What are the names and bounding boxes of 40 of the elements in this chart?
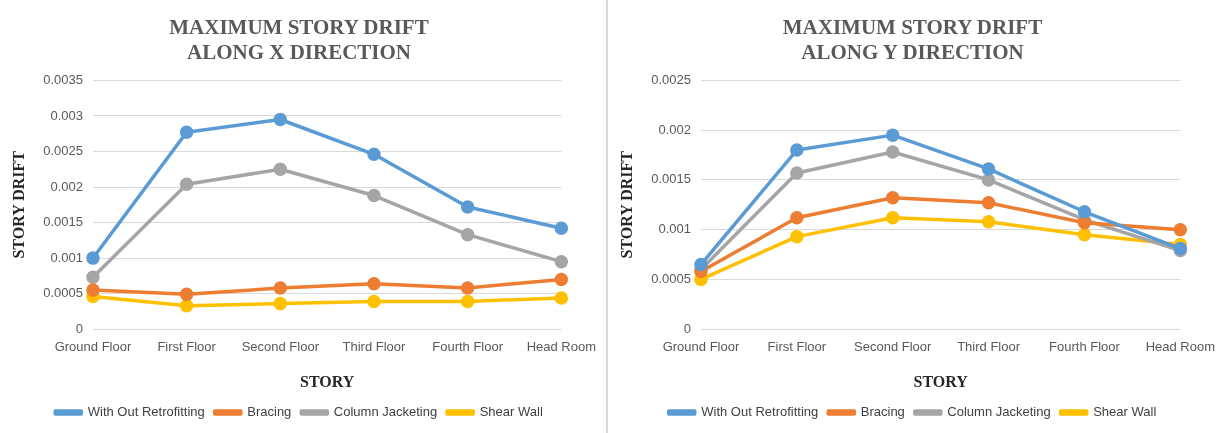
y-tick-label: 0.0015 <box>43 214 83 230</box>
x-tick-label: Third Floor <box>957 338 1021 354</box>
x-tick-label: Fourth Floor <box>432 338 504 354</box>
y-tick-label: 0.003 <box>50 107 83 123</box>
x-tick-label: Fourth Floor <box>1049 338 1121 354</box>
legend-label: Column Jacketing <box>947 404 1051 420</box>
y-axis-title: STORY DRIFT <box>9 150 27 259</box>
x-tick-label: Head Room <box>526 338 596 354</box>
y-axis-title: STORY DRIFT <box>617 150 635 259</box>
y-tick-label: 0.0005 <box>43 285 83 301</box>
y-tick-label: 0.002 <box>50 178 83 194</box>
y-tick-label: 0.0005 <box>651 271 691 287</box>
y-tick-label: 0.0025 <box>651 71 691 87</box>
legend-label: Bracing <box>247 404 292 420</box>
x-axis-title: STORY <box>913 372 969 390</box>
x-tick-label: Second Floor <box>854 338 933 354</box>
x-tick-label: Second Floor <box>241 338 320 354</box>
y-tick-label: 0.001 <box>658 221 691 237</box>
x-tick-label: Third Floor <box>342 338 407 354</box>
x-tick-label: First Floor <box>767 338 827 354</box>
legend-label: Shear Wall <box>1093 404 1157 420</box>
x-tick-label: First Floor <box>157 338 217 354</box>
legend-label: Shear Wall <box>479 404 543 420</box>
y-tick-label: 0.001 <box>50 249 83 265</box>
y-tick-label: 0 <box>683 320 691 336</box>
legend-label: Column Jacketing <box>333 404 438 420</box>
chart-title: MAXIMUM STORY DRIFT ALONG X DIRECTION <box>169 15 429 65</box>
y-tick-label: 0.0015 <box>651 171 691 187</box>
x-tick-label: Ground Floor <box>54 338 132 354</box>
x-tick-label: Ground Floor <box>662 338 740 354</box>
y-tick-label: 0.0035 <box>43 71 83 87</box>
y-tick-label: 0.002 <box>658 121 691 137</box>
x-tick-label: Head Room <box>1145 338 1215 354</box>
legend-label: Bracing <box>860 404 905 420</box>
y-tick-label: 0 <box>75 320 83 336</box>
legend-label: With Out Retrofitting <box>701 404 819 420</box>
legend-label: With Out Retrofitting <box>87 404 205 420</box>
y-tick-label: 0.0025 <box>43 143 83 159</box>
x-axis-title: STORY <box>300 372 355 390</box>
chart-title: MAXIMUM STORY DRIFT ALONG Y DIRECTION <box>782 15 1043 65</box>
